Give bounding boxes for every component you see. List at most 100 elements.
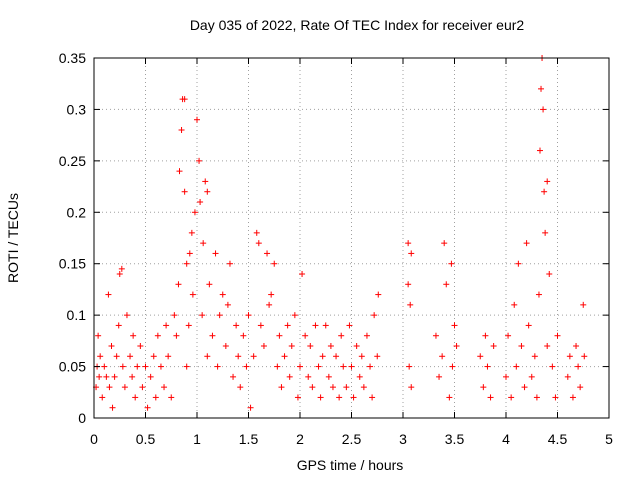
data-point-marker	[103, 373, 110, 380]
data-point-marker	[408, 250, 415, 257]
data-point-marker	[564, 373, 571, 380]
data-point-marker	[521, 384, 528, 391]
data-point-marker	[544, 343, 551, 349]
data-point-marker	[449, 363, 456, 370]
data-point-marker	[278, 384, 285, 391]
data-point-marker	[175, 281, 182, 288]
x-tick-label: 3	[399, 431, 407, 447]
chart-title: Day 035 of 2022, Rate Of TEC Index for r…	[190, 17, 525, 33]
data-point-marker	[541, 188, 548, 195]
data-point-marker	[216, 312, 223, 319]
data-point-marker	[191, 209, 198, 216]
data-point-marker	[549, 363, 556, 370]
data-point-marker	[343, 384, 350, 391]
data-point-marker	[312, 322, 319, 329]
data-point-marker	[487, 394, 494, 401]
data-point-marker	[183, 260, 190, 267]
data-point-marker	[176, 168, 183, 175]
data-point-marker	[346, 322, 353, 329]
data-point-marker	[523, 240, 530, 247]
axis-ticks	[93, 57, 610, 419]
data-point-marker	[173, 332, 180, 339]
data-point-marker	[118, 265, 125, 272]
data-point-marker	[226, 260, 233, 267]
data-point-marker	[531, 353, 538, 360]
data-point-marker	[222, 343, 229, 349]
data-point-marker	[276, 332, 283, 339]
data-point-marker	[503, 373, 509, 380]
data-point-marker	[197, 199, 204, 205]
x-tick-label: 3.5	[445, 431, 465, 447]
x-tick-label: 4.5	[548, 431, 568, 447]
data-point-marker	[297, 363, 303, 370]
data-point-marker	[407, 301, 414, 308]
data-point-marker	[575, 363, 582, 370]
data-point-marker	[580, 301, 587, 308]
data-point-marker	[165, 353, 172, 360]
x-tick-label: 5	[605, 431, 613, 447]
data-point-marker	[181, 188, 188, 195]
data-point-marker	[168, 394, 175, 401]
data-point-marker	[266, 301, 273, 308]
data-point-marker	[111, 373, 118, 380]
data-point-marker	[260, 343, 267, 349]
y-tick-label: 0.2	[67, 204, 87, 220]
data-point-marker	[274, 363, 281, 370]
data-point-marker	[233, 322, 240, 329]
y-tick-label: 0	[78, 410, 86, 426]
data-point-marker	[441, 240, 448, 247]
x-tick-label: 1.5	[239, 431, 259, 447]
data-point-marker	[505, 332, 512, 339]
data-point-marker	[540, 106, 547, 113]
data-point-marker	[181, 96, 188, 103]
data-point-marker	[353, 343, 360, 349]
data-point-marker	[119, 363, 126, 370]
data-point-marker	[554, 332, 561, 339]
data-point-marker	[264, 250, 271, 257]
data-point-marker	[484, 363, 491, 370]
data-point-marker	[329, 384, 336, 391]
data-point-marker	[528, 373, 535, 380]
data-point-marker	[511, 301, 518, 308]
y-tick-label: 0.05	[59, 359, 86, 375]
data-point-marker	[286, 373, 293, 380]
x-tick-label: 4	[502, 431, 510, 447]
data-point-marker	[257, 322, 264, 329]
data-point-marker	[139, 384, 146, 391]
data-point-marker	[477, 353, 484, 360]
data-point-marker	[525, 322, 532, 329]
data-point-marker	[194, 116, 200, 123]
data-point-marker	[188, 229, 195, 236]
data-point-marker	[96, 373, 103, 380]
data-point-marker	[284, 322, 291, 329]
data-point-marker	[336, 394, 343, 401]
data-point-marker	[436, 373, 443, 380]
data-point-marker	[490, 343, 497, 349]
data-point-marker	[405, 281, 412, 288]
data-point-marker	[363, 332, 370, 339]
data-point-marker	[129, 373, 136, 380]
data-point-marker	[448, 260, 455, 267]
data-point-marker	[327, 343, 334, 349]
data-point-marker	[209, 332, 216, 339]
data-point-marker	[408, 384, 415, 391]
y-tick-labels: 0 0.05 0.1 0.15 0.2 0.25 0.3 0.35	[59, 50, 86, 426]
data-point-marker	[432, 332, 439, 339]
data-point-marker	[453, 343, 460, 349]
y-tick-label: 0.25	[59, 153, 86, 169]
data-point-marker	[230, 373, 237, 380]
data-point-marker	[250, 353, 257, 360]
data-point-marker	[542, 229, 549, 236]
data-point-marker	[581, 353, 588, 360]
data-point-marker	[573, 343, 580, 349]
x-tick-label: 2	[296, 431, 304, 447]
y-tick-label: 0.15	[59, 256, 86, 272]
data-point-marker	[358, 353, 365, 360]
x-tick-labels: 0 0.5 1 1.5 2 2.5 3 3.5 4 4.5 5	[90, 431, 613, 447]
data-point-marker	[443, 281, 450, 288]
data-point-marker	[206, 281, 213, 288]
data-point-marker	[544, 178, 551, 185]
data-point-marker	[538, 85, 545, 92]
